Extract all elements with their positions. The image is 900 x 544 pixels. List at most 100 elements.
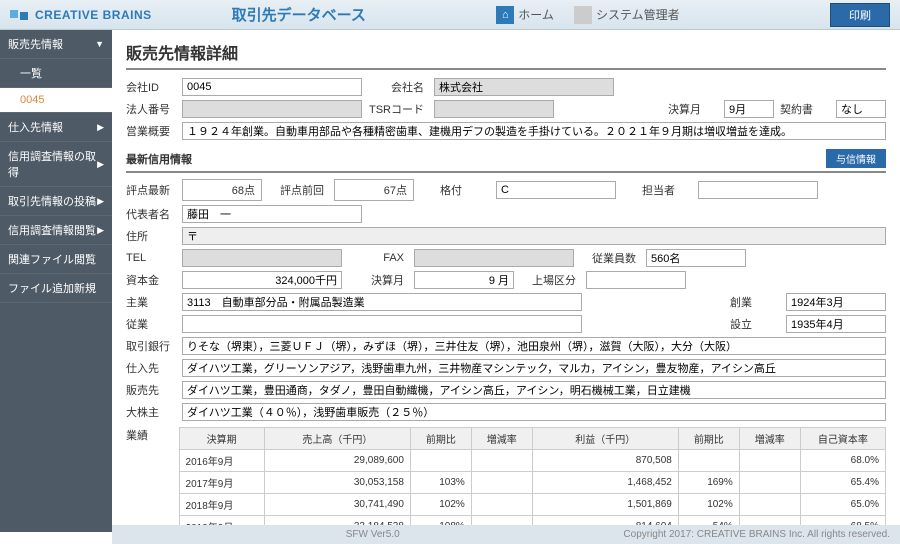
table-cell: 870,508	[532, 450, 678, 472]
sidebar-item-label: 一覧	[20, 65, 42, 81]
shareholders-label: 大株主	[126, 404, 176, 420]
capital-label: 資本金	[126, 272, 176, 288]
table-cell: 102%	[410, 494, 471, 516]
chevron-icon: ▶	[97, 196, 104, 207]
table-cell: 65.4%	[800, 472, 885, 494]
rating-input[interactable]	[496, 181, 616, 199]
chevron-icon: ▼	[95, 39, 104, 49]
table-cell: 2016年9月	[179, 450, 264, 472]
company-name-input	[434, 78, 614, 96]
overview-label: 営業概要	[126, 123, 176, 139]
sidebar-item[interactable]: 販売先情報 ▼	[0, 30, 112, 59]
sidebar: 販売先情報▼一覧0045仕入先情報▶信用調査情報の取得▶取引先情報の投稿▶信用調…	[0, 30, 112, 532]
sidebar-item[interactable]: 信用調査情報閲覧▶	[0, 216, 112, 245]
header-bar: CREATIVE BRAINS 取引先データベース ⌂ ホーム システム管理者 …	[0, 0, 900, 30]
established-label: 設立	[730, 316, 780, 332]
emp-label: 従業員数	[580, 250, 640, 266]
footer-copyright: Copyright 2017: CREATIVE BRAINS Inc. All…	[623, 529, 890, 540]
home-link[interactable]: ⌂ ホーム	[496, 6, 554, 24]
tel-input	[182, 249, 342, 267]
tsr-label: TSRコード	[368, 101, 428, 117]
table-header: 前期比	[678, 428, 739, 450]
table-cell	[739, 450, 800, 472]
company-id-label: 会社ID	[126, 79, 176, 95]
score-latest-value: 68点	[182, 179, 262, 201]
capital-input[interactable]	[182, 271, 342, 289]
addr-label: 住所	[126, 228, 176, 244]
shareholders-input[interactable]	[182, 403, 886, 421]
logo: CREATIVE BRAINS	[10, 8, 152, 22]
chevron-icon: ▶	[97, 159, 104, 170]
fax-input	[414, 249, 574, 267]
print-button[interactable]: 印刷	[830, 3, 890, 27]
table-cell: 169%	[678, 472, 739, 494]
emp-input[interactable]	[646, 249, 746, 267]
staff-input[interactable]	[698, 181, 818, 199]
sidebar-item[interactable]: 関連ファイル閲覧	[0, 245, 112, 274]
established-input[interactable]	[786, 315, 886, 333]
table-cell: 1,468,452	[532, 472, 678, 494]
brand-text: CREATIVE BRAINS	[35, 8, 152, 22]
rep-input[interactable]	[182, 205, 362, 223]
sidebar-item-label: 販売先情報	[8, 36, 63, 52]
sidebar-item[interactable]: 0045	[0, 88, 112, 113]
credit-section-head: 最新信用情報 与信情報	[126, 146, 886, 173]
suppliers-input[interactable]	[182, 359, 886, 377]
industry-main-input[interactable]	[182, 293, 582, 311]
contract-label: 契約書	[780, 101, 830, 117]
table-cell	[471, 472, 532, 494]
sidebar-item[interactable]: 一覧	[0, 59, 112, 88]
credit-info-button[interactable]: 与信情報	[826, 149, 886, 168]
fy-label: 決算月	[668, 101, 718, 117]
table-cell: 1,501,869	[532, 494, 678, 516]
chevron-icon: ▶	[97, 122, 104, 133]
tel-label: TEL	[126, 252, 176, 264]
listing-label: 上場区分	[520, 272, 580, 288]
industry-sub-label: 従業	[126, 316, 176, 332]
corp-no-input	[182, 100, 362, 118]
home-icon: ⌂	[496, 6, 514, 24]
user-display[interactable]: システム管理者	[574, 6, 680, 24]
table-header: 自己資本率	[800, 428, 885, 450]
sidebar-item[interactable]: 信用調査情報の取得▶	[0, 142, 112, 187]
fy-input[interactable]	[724, 100, 774, 118]
chevron-icon: ▶	[97, 225, 104, 236]
page-title: 販売先情報詳細	[126, 40, 886, 70]
table-row: 2018年9月30,741,490102%1,501,869102%65.0%	[179, 494, 885, 516]
table-header: 売上高（千円）	[264, 428, 410, 450]
banks-input[interactable]	[182, 337, 886, 355]
industry-sub-input[interactable]	[182, 315, 582, 333]
suppliers-label: 仕入先	[126, 360, 176, 376]
table-row: 2017年9月30,053,158103%1,468,452169%65.4%	[179, 472, 885, 494]
table-cell: 29,089,600	[264, 450, 410, 472]
table-header: 前期比	[410, 428, 471, 450]
table-cell	[471, 494, 532, 516]
table-cell: 2018年9月	[179, 494, 264, 516]
app-title: 取引先データベース	[232, 4, 366, 25]
sidebar-item-label: 0045	[20, 94, 44, 106]
sidebar-item[interactable]: 仕入先情報▶	[0, 113, 112, 142]
table-cell: 2017年9月	[179, 472, 264, 494]
company-id-input[interactable]	[182, 78, 362, 96]
table-cell: 30,053,158	[264, 472, 410, 494]
addr-input	[182, 227, 886, 245]
sidebar-item[interactable]: 取引先情報の投稿▶	[0, 187, 112, 216]
rating-label: 格付	[440, 182, 490, 198]
table-cell: 65.0%	[800, 494, 885, 516]
fymonth-input[interactable]	[414, 271, 514, 289]
sidebar-item[interactable]: ファイル追加新規	[0, 274, 112, 303]
overview-input[interactable]	[182, 122, 886, 140]
founded-input[interactable]	[786, 293, 886, 311]
customers-input[interactable]	[182, 381, 886, 399]
contract-input[interactable]	[836, 100, 886, 118]
sidebar-item-label: 信用調査情報閲覧	[8, 222, 96, 238]
tsr-input	[434, 100, 554, 118]
industry-main-label: 主業	[126, 294, 176, 310]
performance-table: 決算期売上高（千円）前期比増減率利益（千円）前期比増減率自己資本率2016年9月…	[179, 427, 886, 532]
table-cell	[678, 450, 739, 472]
corp-no-label: 法人番号	[126, 101, 176, 117]
customers-label: 販売先	[126, 382, 176, 398]
score-latest-label: 評点最新	[126, 182, 176, 198]
listing-input[interactable]	[586, 271, 686, 289]
sidebar-item-label: 信用調査情報の取得	[8, 148, 97, 180]
